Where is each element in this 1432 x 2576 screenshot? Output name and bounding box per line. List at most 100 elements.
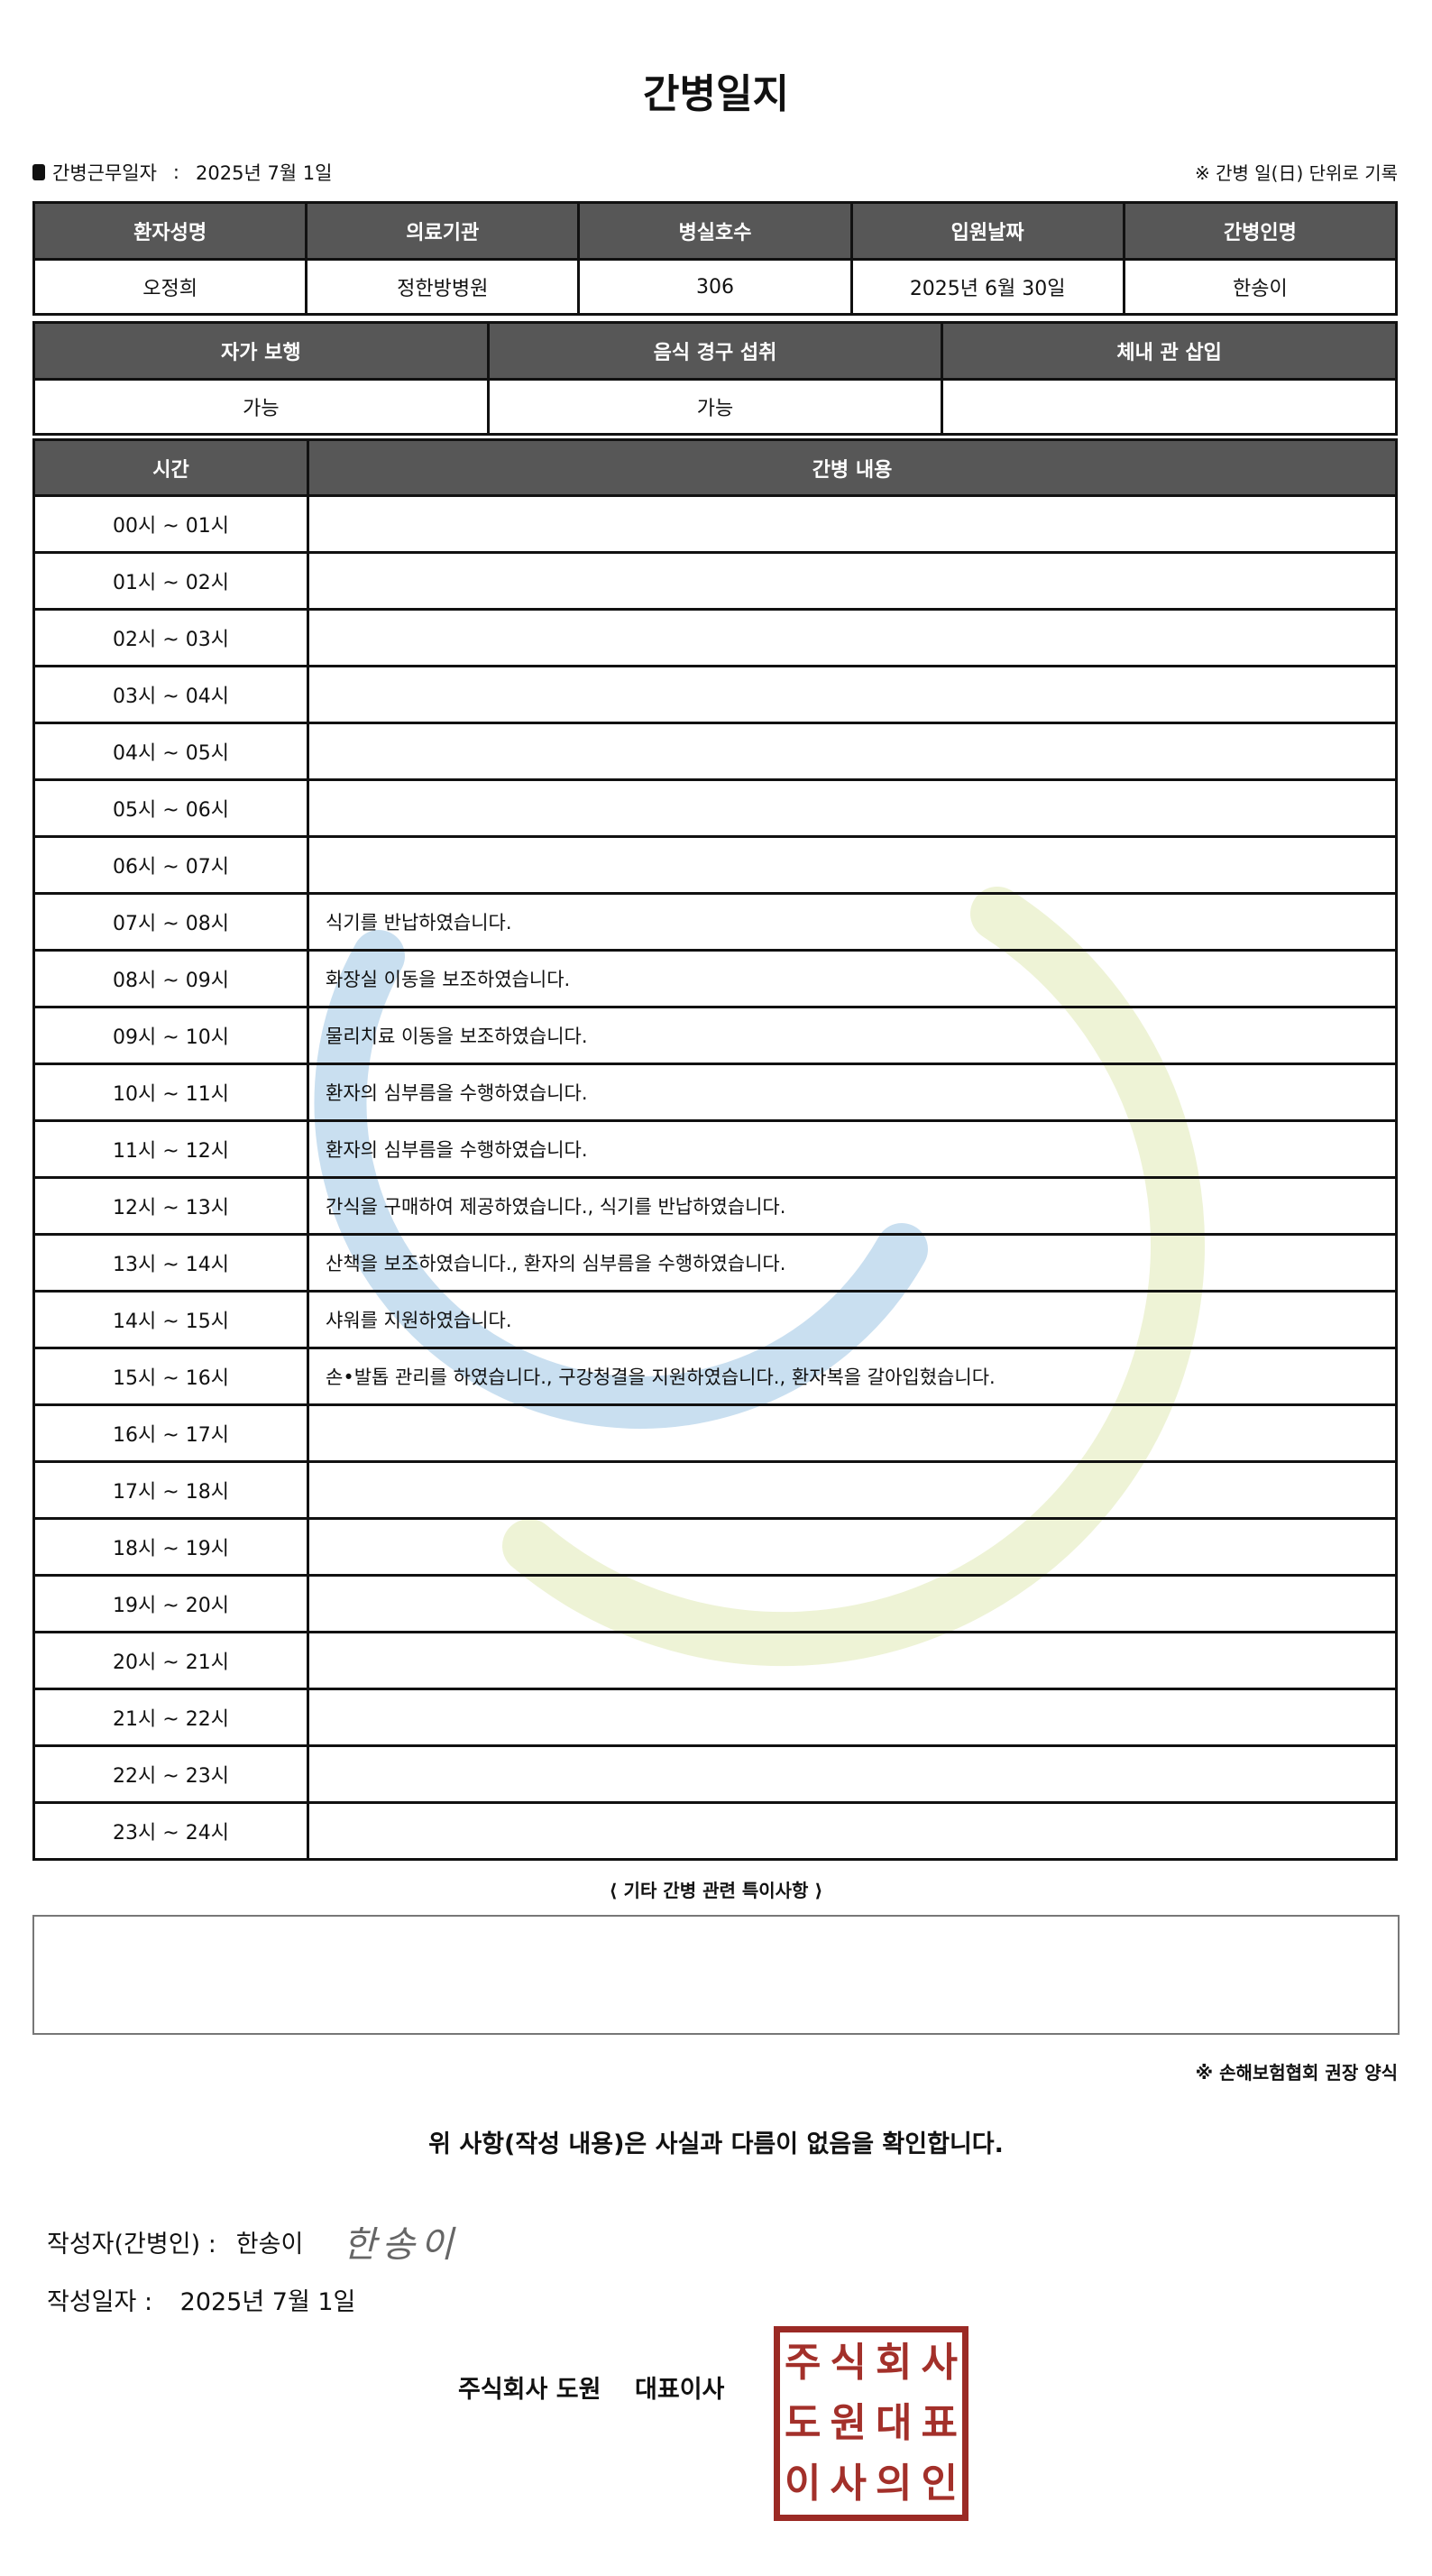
header-caregiver: 간병인명	[1122, 201, 1399, 261]
care-content	[307, 1801, 1398, 1861]
care-content	[307, 722, 1398, 781]
table-row: 17시 ~ 18시	[32, 1460, 1398, 1520]
table-row: 20시 ~ 21시	[32, 1631, 1398, 1690]
table-row: 18시 ~ 19시	[32, 1517, 1398, 1577]
care-content	[307, 1574, 1398, 1633]
handwritten-signature: 한송이	[343, 2224, 459, 2266]
table-row: 15시 ~ 16시 손•발톱 관리를 하였습니다., 구강청결을 지원하였습니다.…	[32, 1347, 1398, 1406]
duty-date-separator: :	[172, 161, 179, 183]
written-date-label: 작성일자 :	[47, 2288, 153, 2316]
table-row: 06시 ~ 07시	[32, 835, 1398, 895]
table-row: 21시 ~ 22시	[32, 1688, 1398, 1747]
time-slot: 13시 ~ 14시	[32, 1233, 309, 1293]
patient-status-table: 자가 보행 음식 경구 섭취 체내 관 삽입 가능 가능	[32, 321, 1398, 436]
association-note: ※ 손해보험협회 권장 양식	[1195, 2062, 1398, 2084]
care-content: 환자의 심부름을 수행하였습니다.	[307, 1119, 1398, 1179]
patient-name: 오정희	[32, 258, 308, 316]
stamp-character: 도	[785, 2399, 822, 2446]
daily-record-note: ※ 간병 일(日) 단위로 기록	[1195, 162, 1398, 184]
stamp-character: 의	[876, 2461, 913, 2507]
time-slot: 16시 ~ 17시	[32, 1403, 309, 1463]
time-slot: 23시 ~ 24시	[32, 1801, 309, 1861]
stamp-character: 사	[921, 2339, 958, 2386]
care-content: 물리치료 이동을 보조하였습니다.	[307, 1006, 1398, 1065]
stamp-character: 회	[876, 2339, 913, 2386]
time-slot: 15시 ~ 16시	[32, 1347, 309, 1406]
self-walking: 가능	[32, 378, 490, 436]
table-row: 10시 ~ 11시 환자의 심부름을 수행하였습니다.	[32, 1063, 1398, 1122]
written-date-value: 2025년 7월 1일	[179, 2288, 356, 2316]
care-content	[307, 1517, 1398, 1577]
writer-name: 한송이	[235, 2230, 304, 2259]
admission-date: 2025년 6월 30일	[849, 258, 1125, 316]
extra-notes-box	[32, 1915, 1400, 2035]
writer-label: 작성자(간병인) :	[47, 2230, 216, 2259]
header-patient-name: 환자성명	[32, 201, 308, 261]
table-row: 05시 ~ 06시	[32, 778, 1398, 838]
time-slot: 08시 ~ 09시	[32, 949, 309, 1008]
care-content	[307, 665, 1398, 724]
bullet-icon	[32, 164, 45, 180]
confirmation-statement: 위 사항(작성 내용)은 사실과 다름이 없음을 확인합니다.	[428, 2130, 1004, 2158]
table-row: 07시 ~ 08시 식기를 반납하였습니다.	[32, 892, 1398, 952]
stamp-character: 주	[785, 2339, 822, 2386]
stamp-character: 인	[921, 2461, 958, 2507]
table-row: 01시 ~ 02시	[32, 551, 1398, 611]
time-slot: 01시 ~ 02시	[32, 551, 309, 611]
table-row: 03시 ~ 04시	[32, 665, 1398, 724]
care-content	[307, 778, 1398, 838]
table-row: 04시 ~ 05시	[32, 722, 1398, 781]
stamp-character: 표	[921, 2399, 958, 2446]
extra-notes-label: ⟨ 기타 간병 관련 특이사항 ⟩	[609, 1880, 823, 1901]
header-room: 병실호수	[577, 201, 853, 261]
care-content	[307, 494, 1398, 554]
header-tube-insertion: 체내 관 삽입	[941, 321, 1398, 381]
table-row: 22시 ~ 23시	[32, 1744, 1398, 1804]
tube-insertion	[941, 378, 1398, 436]
care-content: 샤워를 지원하였습니다.	[307, 1290, 1398, 1349]
care-log-table: 시간 간병 내용 00시 ~ 01시 01시 ~ 02시 02시 ~ 03시 03시 …	[32, 438, 1398, 1861]
care-content	[307, 1403, 1398, 1463]
table-row: 23시 ~ 24시	[32, 1801, 1398, 1861]
care-content: 환자의 심부름을 수행하였습니다.	[307, 1063, 1398, 1122]
time-slot: 20시 ~ 21시	[32, 1631, 309, 1690]
time-slot: 03시 ~ 04시	[32, 665, 309, 724]
time-slot: 21시 ~ 22시	[32, 1688, 309, 1747]
table-row: 00시 ~ 01시	[32, 494, 1398, 554]
time-slot: 19시 ~ 20시	[32, 1574, 309, 1633]
care-content	[307, 551, 1398, 611]
company-representative: 주식회사 도원 대표이사	[458, 2376, 725, 2404]
oral-intake: 가능	[486, 378, 944, 436]
header-admission-date: 입원날짜	[849, 201, 1125, 261]
care-content: 화장실 이동을 보조하였습니다.	[307, 949, 1398, 1008]
table-row: 08시 ~ 09시 화장실 이동을 보조하였습니다.	[32, 949, 1398, 1008]
stamp-character: 식	[830, 2339, 867, 2386]
care-content	[307, 1460, 1398, 1520]
writer-line: 작성자(간병인) : 한송이 한송이	[47, 2215, 459, 2268]
care-content	[307, 1688, 1398, 1747]
table-row: 19시 ~ 20시	[32, 1574, 1398, 1633]
table-row: 13시 ~ 14시 산책을 보조하였습니다., 환자의 심부름을 수행하였습니다.	[32, 1233, 1398, 1293]
duty-date-line: 간병근무일자 : 2025년 7월 1일	[32, 159, 332, 186]
care-content	[307, 1631, 1398, 1690]
table-row: 02시 ~ 03시	[32, 608, 1398, 667]
time-slot: 06시 ~ 07시	[32, 835, 309, 895]
room-number: 306	[577, 258, 853, 316]
patient-info-table: 환자성명 의료기관 병실호수 입원날짜 간병인명 오정희 정한방병원 306 2…	[32, 201, 1399, 316]
table-row: 14시 ~ 15시 샤워를 지원하였습니다.	[32, 1290, 1398, 1349]
stamp-character: 대	[876, 2399, 913, 2446]
duty-date-value: 2025년 7월 1일	[196, 162, 333, 184]
time-slot: 02시 ~ 03시	[32, 608, 309, 667]
time-slot: 14시 ~ 15시	[32, 1290, 309, 1349]
care-content: 손•발톱 관리를 하였습니다., 구강청결을 지원하였습니다., 환자복을 갈아…	[307, 1347, 1398, 1406]
stamp-character: 사	[830, 2461, 867, 2507]
duty-date-label: 간병근무일자	[52, 162, 157, 184]
stamp-character: 원	[830, 2399, 867, 2446]
header-time: 시간	[32, 438, 309, 497]
table-row: 16시 ~ 17시	[32, 1403, 1398, 1463]
header-self-walking: 자가 보행	[32, 321, 490, 381]
written-date-line: 작성일자 : 2025년 7월 1일	[47, 2282, 355, 2317]
header-hospital: 의료기관	[305, 201, 581, 261]
table-row: 09시 ~ 10시 물리치료 이동을 보조하였습니다.	[32, 1006, 1398, 1065]
